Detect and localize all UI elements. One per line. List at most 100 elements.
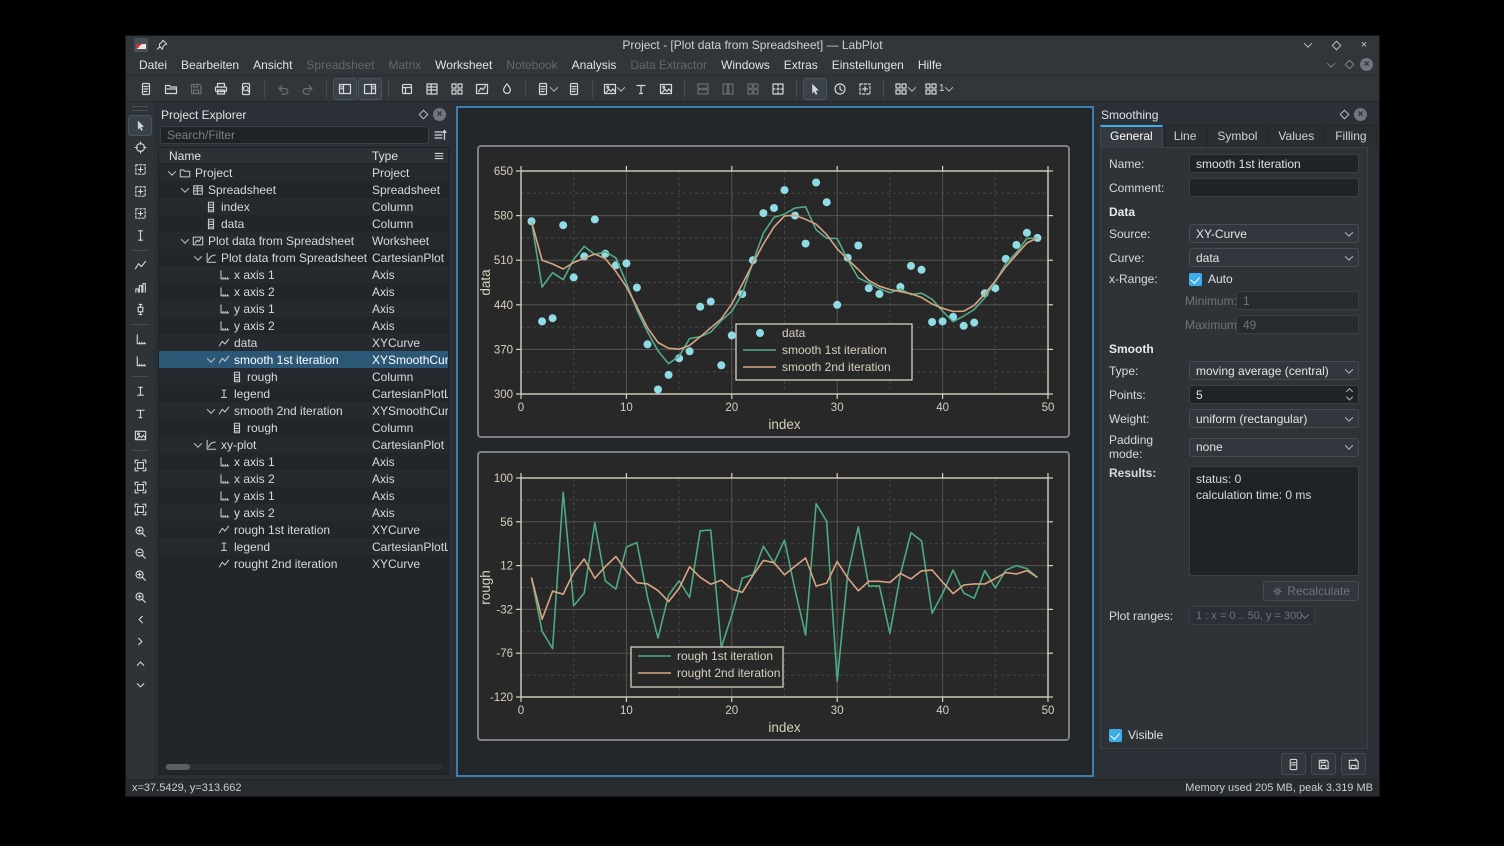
toolbar-handle[interactable] — [132, 106, 148, 111]
break-layout-button[interactable] — [766, 78, 790, 100]
vertical-layout-button[interactable] — [691, 78, 715, 100]
tree-row-project[interactable]: Project Project — [159, 164, 448, 181]
toggle-project-explorer-button[interactable] — [333, 77, 357, 100]
expander-icon[interactable] — [206, 404, 216, 414]
recalculate-button[interactable]: Recalculate — [1263, 581, 1359, 601]
zoom-in-x-button[interactable] — [128, 565, 152, 586]
magnification-button[interactable] — [890, 78, 919, 100]
select-button[interactable] — [128, 115, 152, 136]
open-project-button[interactable] — [159, 78, 183, 100]
minimize-button[interactable] — [1301, 38, 1315, 52]
column-header-type[interactable]: Type — [372, 148, 399, 163]
mdi-minimize-icon[interactable] — [1324, 58, 1338, 72]
zoom-out-button[interactable] — [128, 543, 152, 564]
new-workbook-button[interactable] — [395, 78, 419, 100]
dock-splitter[interactable] — [453, 102, 456, 779]
scrollbar-thumb[interactable] — [166, 764, 190, 770]
menu-datei[interactable]: Datei — [139, 57, 168, 72]
shift-left-x-button[interactable] — [128, 609, 152, 630]
mdi-restore-icon[interactable] — [1342, 58, 1356, 72]
save-project-button[interactable] — [184, 78, 208, 100]
new-spreadsheet-button[interactable] — [420, 78, 444, 100]
tree-row-smooth-2nd-iteration[interactable]: smooth 2nd iteration XYSmoothCurve — [159, 402, 448, 419]
tree-row-y-axis-1[interactable]: y axis 1 Axis — [159, 300, 448, 317]
add-vertical-axis-button[interactable] — [128, 351, 152, 372]
load-template-button[interactable] — [1281, 753, 1306, 775]
menu-windows[interactable]: Windows — [721, 57, 770, 72]
tree-row-plot-data-from-spreadsheet[interactable]: Plot data from Spreadsheet Worksheet — [159, 232, 448, 249]
add-legend-button[interactable] — [128, 381, 152, 402]
expander-icon[interactable] — [180, 234, 190, 244]
tree-row-y-axis-2[interactable]: y axis 2 Axis — [159, 317, 448, 334]
tree-row-y-axis-2[interactable]: y axis 2 Axis — [159, 504, 448, 521]
maximum-field[interactable] — [1236, 315, 1359, 334]
tab-values[interactable]: Values — [1268, 125, 1325, 147]
select-mode-button[interactable] — [803, 77, 827, 100]
menu-data-extractor[interactable]: Data Extractor — [630, 57, 708, 72]
expander-icon[interactable] — [180, 183, 190, 193]
auto-checkbox[interactable] — [1189, 272, 1202, 286]
add-text-label-button[interactable] — [629, 78, 653, 100]
crosshair-button[interactable] — [128, 137, 152, 158]
expander-icon[interactable] — [193, 438, 203, 448]
type-combobox[interactable]: moving average (central) — [1189, 361, 1359, 380]
grid-layout-button[interactable] — [741, 78, 765, 100]
maximize-button[interactable] — [1329, 38, 1343, 52]
menu-worksheet[interactable]: Worksheet — [435, 57, 493, 72]
auto-scale-x-button[interactable] — [128, 477, 152, 498]
tree-row-x-axis-2[interactable]: x axis 2 Axis — [159, 470, 448, 487]
tab-line[interactable]: Line — [1163, 125, 1207, 147]
tree-column-header[interactable]: Name Type — [159, 148, 448, 164]
visible-checkbox[interactable] — [1109, 728, 1122, 742]
add-histogram-button[interactable] — [128, 277, 152, 298]
undo-button[interactable] — [271, 78, 295, 100]
shift-up-y-button[interactable] — [128, 653, 152, 674]
source-combobox[interactable]: XY-Curve — [1189, 224, 1359, 243]
horizontal-layout-button[interactable] — [716, 78, 740, 100]
tree-row-index[interactable]: index Column — [159, 198, 448, 215]
expander-icon[interactable] — [193, 251, 203, 261]
zoom-x-selection-button[interactable] — [128, 181, 152, 202]
plot-data-from-spreadsheet-chart[interactable]: 0 10 20 30 40 50 300 370 440 510 580 650 index data da… — [477, 145, 1070, 438]
tree-row-rough[interactable]: rough Column — [159, 368, 448, 385]
padding-mode-combobox[interactable]: none — [1189, 437, 1359, 457]
tree-row-data[interactable]: data XYCurve — [159, 334, 448, 351]
presenter-mode-button[interactable]: 1 — [920, 78, 956, 100]
pin-icon[interactable] — [156, 39, 168, 51]
comment-field[interactable] — [1189, 178, 1359, 197]
zoom-selection-button[interactable] — [128, 159, 152, 180]
auto-scale-y-button[interactable] — [128, 499, 152, 520]
auto-scale-button[interactable] — [128, 455, 152, 476]
menu-bearbeiten[interactable]: Bearbeiten — [181, 57, 240, 72]
add-boxplot-button[interactable] — [128, 299, 152, 320]
points-spinbox[interactable]: 5 — [1189, 385, 1359, 404]
new-datapicker-button[interactable] — [532, 78, 561, 100]
zoom-y-selection-button[interactable] — [128, 203, 152, 224]
close-button[interactable]: × — [1360, 39, 1368, 51]
menu-notebook[interactable]: Notebook — [506, 57, 558, 72]
zoom-in-button[interactable] — [128, 521, 152, 542]
name-field[interactable] — [1189, 154, 1359, 173]
tree-row-spreadsheet[interactable]: Spreadsheet Spreadsheet — [159, 181, 448, 198]
new-project-button[interactable] — [134, 78, 158, 100]
tree-row-x-axis-1[interactable]: x axis 1 Axis — [159, 266, 448, 283]
xy-plot-chart[interactable]: 0 10 20 30 40 50 -120 -76 -32 12 56 100 index rough ro… — [477, 451, 1070, 741]
shift-down-y-button[interactable] — [128, 675, 152, 696]
new-note-button[interactable] — [495, 78, 519, 100]
menu-extras[interactable]: Extras — [783, 57, 818, 72]
plot-ranges-combobox[interactable]: 1 : x = 0 .. 50, y = 300 .. 650 — [1189, 606, 1315, 625]
menu-spreadsheet[interactable]: Spreadsheet — [306, 57, 375, 72]
zoom-select-mode-button[interactable] — [853, 78, 877, 100]
tab-symbol[interactable]: Symbol — [1207, 125, 1268, 147]
tab-filling[interactable]: Filling — [1325, 125, 1377, 147]
menu-matrix[interactable]: Matrix — [388, 57, 422, 72]
tree-row-data[interactable]: data Column — [159, 215, 448, 232]
titlebar[interactable]: Project - [Plot data from Spreadsheet] —… — [126, 36, 1379, 54]
add-horizontal-axis-button[interactable] — [128, 329, 152, 350]
minimum-field[interactable] — [1236, 291, 1359, 310]
tree-row-smooth-1st-iteration[interactable]: smooth 1st iteration XYSmoothCurve — [159, 351, 448, 368]
worksheet-view[interactable]: 0 10 20 30 40 50 300 370 440 510 580 650 index data da… — [456, 106, 1094, 777]
tree-row-rough[interactable]: rough Column — [159, 419, 448, 436]
new-worksheet-button[interactable] — [470, 78, 494, 100]
tree-row-x-axis-1[interactable]: x axis 1 Axis — [159, 453, 448, 470]
